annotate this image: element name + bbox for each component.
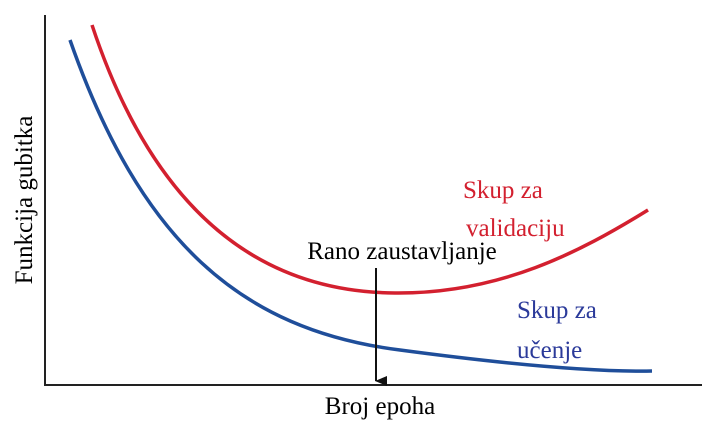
annotation: Rano zaustavljanje: [307, 238, 497, 265]
validation-label: validaciju: [466, 215, 565, 242]
validation-curve: [90, 24, 649, 295]
training-curve: [68, 39, 653, 373]
validation-label: Skup za: [463, 177, 543, 204]
x-axis-label: Broj epoha: [325, 393, 435, 420]
training-label: Skup za: [517, 297, 597, 324]
y-axis-label: Funkcija gubitka: [11, 116, 38, 285]
training-label: učenje: [517, 337, 582, 364]
